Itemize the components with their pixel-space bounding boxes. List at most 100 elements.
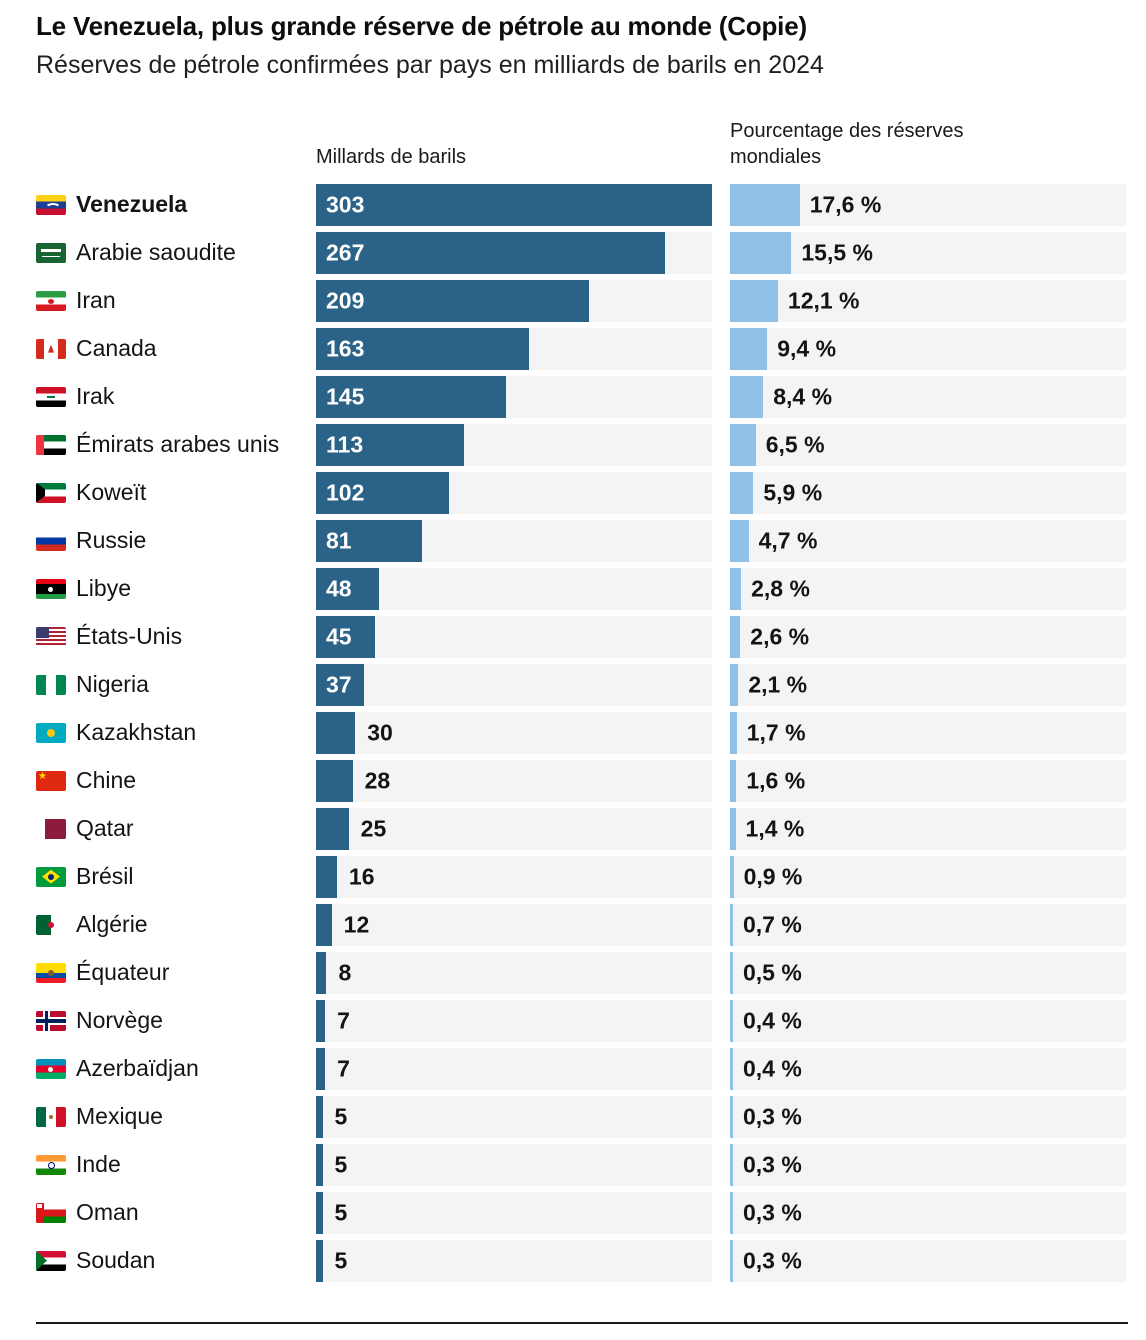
percent-bar	[730, 1239, 733, 1282]
barrels-value: 5	[334, 1199, 348, 1226]
country-label: Kazakhstan	[76, 719, 197, 746]
percent-bar	[730, 1047, 733, 1090]
percent-value: 9,4 %	[777, 335, 837, 362]
country-label-cell: Qatar	[36, 808, 316, 850]
country-label-cell: Azerbaïdjan	[36, 1048, 316, 1090]
barrels-track: 102	[316, 471, 712, 514]
percent-bar	[730, 615, 741, 658]
barrels-value: 209	[326, 287, 365, 314]
barrels-bar	[316, 615, 375, 658]
az-flag-icon	[36, 1058, 66, 1079]
percent-value: 4,7 %	[758, 527, 818, 554]
barrels-track: 7	[316, 999, 712, 1042]
country-row: Brésil 16 0,9 %	[36, 855, 1126, 898]
column-header-barrels: Millards de barils	[316, 145, 467, 168]
country-label-cell: Koweït	[36, 472, 316, 514]
barrels-value: 81	[326, 527, 352, 554]
country-row: Arabie saoudite 267 15,5 %	[36, 231, 1126, 274]
in-flag-icon	[36, 1154, 66, 1175]
country-label-cell: Émirats arabes unis	[36, 424, 316, 466]
country-row: Équateur 8 0,5 %	[36, 951, 1126, 994]
barrels-bar	[316, 951, 327, 994]
barrels-value: 5	[334, 1103, 348, 1130]
br-flag-icon	[36, 866, 66, 887]
country-row: Inde 5 0,3 %	[36, 1143, 1126, 1186]
no-flag-icon	[36, 1010, 66, 1031]
country-row: Algérie 12 0,7 %	[36, 903, 1126, 946]
percent-track: 0,3 %	[730, 1095, 1126, 1138]
percent-track: 6,5 %	[730, 423, 1126, 466]
percent-track: 0,3 %	[730, 1143, 1126, 1186]
country-label: Équateur	[76, 959, 170, 986]
barrels-track: 113	[316, 423, 712, 466]
barrels-value: 303	[326, 191, 365, 218]
bottom-divider	[36, 1321, 1128, 1324]
country-row: Azerbaïdjan 7 0,4 %	[36, 1047, 1126, 1090]
bar-chart-rows: Venezuela 303 17,6 % Arabie saoudite 267…	[36, 183, 1126, 1282]
country-row: Nigeria 37 2,1 %	[36, 663, 1126, 706]
kz-flag-icon	[36, 722, 66, 743]
country-row: Canada 163 9,4 %	[36, 327, 1126, 370]
country-label-cell: Iran	[36, 280, 316, 322]
percent-track: 1,7 %	[730, 711, 1126, 754]
percent-track: 0,7 %	[730, 903, 1126, 946]
percent-bar	[730, 1191, 733, 1234]
iq-flag-icon	[36, 386, 66, 407]
barrels-bar	[316, 807, 349, 850]
percent-value: 2,6 %	[750, 623, 810, 650]
percent-bar	[730, 567, 742, 610]
country-label-cell: Arabie saoudite	[36, 232, 316, 274]
percent-bar	[730, 807, 736, 850]
barrels-value: 7	[337, 1007, 350, 1034]
percent-value: 1,7 %	[746, 719, 806, 746]
country-label: Iran	[76, 287, 116, 314]
country-label-cell: Inde	[36, 1144, 316, 1186]
percent-value: 1,4 %	[745, 815, 805, 842]
column-headers: Millards de barils Pourcentage des réser…	[36, 118, 1126, 170]
percent-value: 12,1 %	[787, 287, 860, 314]
barrels-track: 163	[316, 327, 712, 370]
percent-value: 5,9 %	[763, 479, 823, 506]
percent-bar	[730, 711, 737, 754]
country-label-cell: Brésil	[36, 856, 316, 898]
country-label-cell: Équateur	[36, 952, 316, 994]
country-label-cell: Oman	[36, 1192, 316, 1234]
percent-bar	[730, 759, 737, 802]
country-label: Algérie	[76, 911, 148, 938]
percent-value: 1,6 %	[746, 767, 806, 794]
country-label-cell: Canada	[36, 328, 316, 370]
barrels-value: 37	[326, 671, 352, 698]
barrels-track: 16	[316, 855, 712, 898]
percent-track: 0,4 %	[730, 1047, 1126, 1090]
percent-track: 0,5 %	[730, 951, 1126, 994]
barrels-value: 45	[326, 623, 352, 650]
country-row: Russie 81 4,7 %	[36, 519, 1126, 562]
ve-flag-icon	[36, 194, 66, 215]
percent-track: 15,5 %	[730, 231, 1126, 274]
barrels-bar	[316, 231, 665, 274]
barrels-bar	[316, 711, 356, 754]
percent-bar	[730, 279, 778, 322]
percent-bar	[730, 903, 733, 946]
barrels-track: 28	[316, 759, 712, 802]
country-row: Iran 209 12,1 %	[36, 279, 1126, 322]
country-label-cell: Libye	[36, 568, 316, 610]
percent-track: 0,3 %	[730, 1191, 1126, 1234]
barrels-bar	[316, 1239, 323, 1282]
ca-flag-icon	[36, 338, 66, 359]
barrels-track: 5	[316, 1239, 712, 1282]
percent-value: 0,3 %	[743, 1247, 802, 1274]
barrels-value: 28	[364, 767, 391, 794]
barrels-track: 5	[316, 1143, 712, 1186]
barrels-bar	[316, 1191, 323, 1234]
percent-bar	[730, 663, 739, 706]
country-label: Irak	[76, 383, 115, 410]
country-label: États-Unis	[76, 623, 183, 650]
percent-value: 0,3 %	[743, 1199, 802, 1226]
barrels-track: 45	[316, 615, 712, 658]
percent-bar	[730, 1143, 733, 1186]
percent-bar	[730, 999, 733, 1042]
country-row: Mexique 5 0,3 %	[36, 1095, 1126, 1138]
country-label-cell: États-Unis	[36, 616, 316, 658]
sa-flag-icon	[36, 242, 66, 263]
